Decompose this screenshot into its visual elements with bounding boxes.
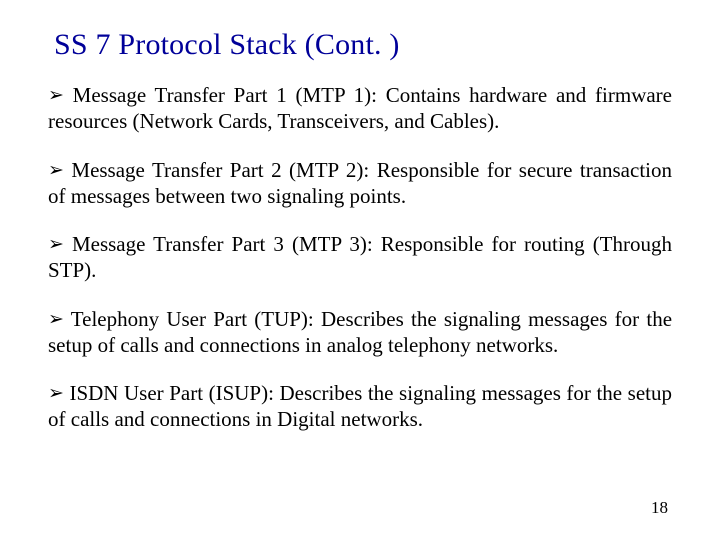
page-number: 18	[651, 498, 668, 518]
bullet-text: Telephony User Part (TUP): Describes the…	[48, 307, 672, 357]
bullet-text: Message Transfer Part 2 (MTP 2): Respons…	[48, 158, 672, 208]
bullet-item: ➢ Message Transfer Part 3 (MTP 3): Respo…	[48, 231, 672, 284]
bullet-item: ➢ Message Transfer Part 2 (MTP 2): Respo…	[48, 157, 672, 210]
bullet-arrow-icon: ➢	[48, 85, 64, 106]
bullet-item: ➢ Message Transfer Part 1 (MTP 1): Conta…	[48, 82, 672, 135]
bullet-arrow-icon: ➢	[48, 160, 64, 181]
bullet-text: Message Transfer Part 1 (MTP 1): Contain…	[48, 83, 672, 133]
bullet-arrow-icon: ➢	[48, 309, 64, 330]
slide-title: SS 7 Protocol Stack (Cont. )	[54, 28, 672, 62]
bullet-text: Message Transfer Part 3 (MTP 3): Respons…	[48, 232, 672, 282]
slide: SS 7 Protocol Stack (Cont. ) ➢ Message T…	[0, 0, 720, 540]
bullet-arrow-icon: ➢	[48, 383, 64, 404]
bullet-item: ➢ ISDN User Part (ISUP): Describes the s…	[48, 380, 672, 433]
bullet-arrow-icon: ➢	[48, 234, 64, 255]
bullet-text: ISDN User Part (ISUP): Describes the sig…	[48, 381, 672, 431]
bullet-item: ➢ Telephony User Part (TUP): Describes t…	[48, 306, 672, 359]
